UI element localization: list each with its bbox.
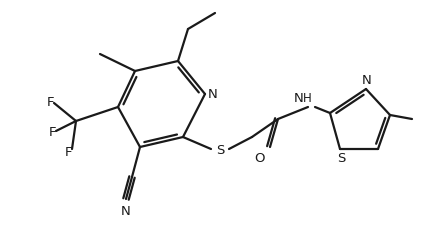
Text: N: N <box>208 87 218 100</box>
Text: N: N <box>362 74 372 87</box>
Text: H: H <box>303 92 311 105</box>
Text: N: N <box>294 92 304 105</box>
Text: S: S <box>337 152 345 165</box>
Text: N: N <box>121 205 131 218</box>
Text: F: F <box>48 125 56 138</box>
Text: S: S <box>216 143 224 156</box>
Text: O: O <box>255 151 265 164</box>
Text: F: F <box>46 95 54 108</box>
Text: F: F <box>64 145 72 158</box>
